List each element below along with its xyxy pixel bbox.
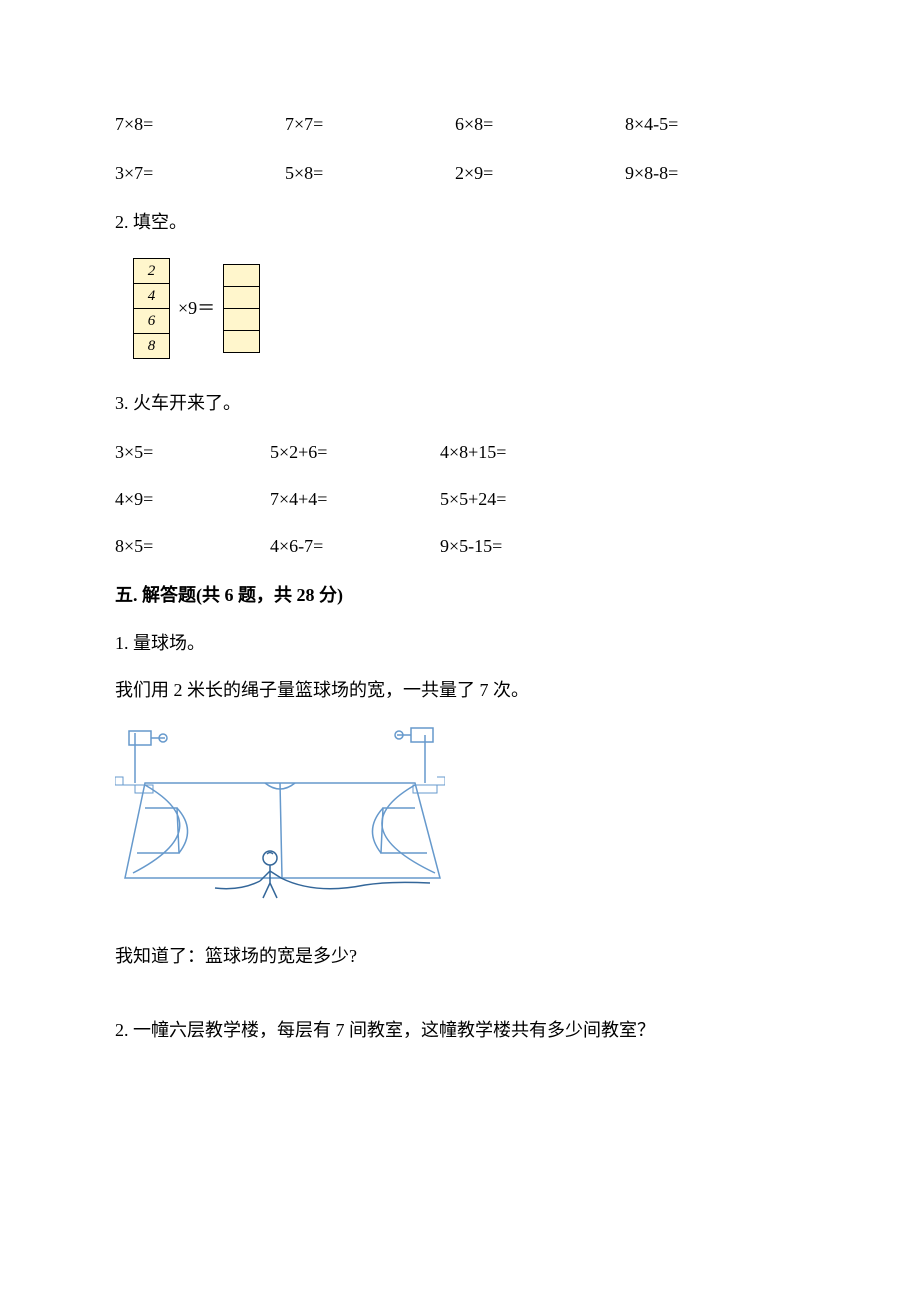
equation-cell: 9×8-8= [625,159,805,188]
fill-cell: 2 [134,259,170,284]
train-cell: 4×6-7= [270,532,440,561]
train-cell: 9×5-15= [440,532,610,561]
equation-cell: 7×7= [285,110,455,139]
equation-cell: 6×8= [455,110,625,139]
train-row: 8×5= 4×6-7= 9×5-15= [115,532,805,561]
train-cell: 5×5+24= [440,485,610,514]
fill-cell [224,265,260,287]
equation-cell: 7×8= [115,110,285,139]
fill-left-table: 2 4 6 8 [133,258,170,359]
problem-1-label: 1. 量球场。 [115,629,805,658]
train-row: 3×5= 5×2+6= 4×8+15= [115,438,805,467]
question-3-label: 3. 火车开来了。 [115,389,805,418]
basketball-court-diagram [115,723,805,912]
fill-cell [224,331,260,353]
equation-cell: 2×9= [455,159,625,188]
fill-cell: 6 [134,309,170,334]
fill-cell [224,309,260,331]
fill-blank-diagram: 2 4 6 8 ×9＝ [133,258,805,359]
problem-1-description: 我们用 2 米长的绳子量篮球场的宽，一共量了 7 次。 [115,676,805,705]
section-5-title: 五. 解答题(共 6 题，共 28 分) [115,581,805,610]
fill-operator: ×9＝ [178,294,215,323]
question-2-label: 2. 填空。 [115,208,805,237]
problem-2-label: 2. 一幢六层教学楼，每层有 7 间教室，这幢教学楼共有多少间教室？ [115,1016,805,1045]
train-row: 4×9= 7×4+4= 5×5+24= [115,485,805,514]
equation-row: 3×7= 5×8= 2×9= 9×8-8= [115,159,805,188]
fill-cell [224,287,260,309]
problem-1-question: 我知道了：篮球场的宽是多少? [115,942,805,971]
train-cell: 7×4+4= [270,485,440,514]
equation-cell: 8×4-5= [625,110,805,139]
train-cell: 3×5= [115,438,270,467]
fill-cell: 8 [134,334,170,359]
train-cell: 4×9= [115,485,270,514]
equation-row: 7×8= 7×7= 6×8= 8×4-5= [115,110,805,139]
train-cell: 8×5= [115,532,270,561]
fill-cell: 4 [134,284,170,309]
equation-cell: 5×8= [285,159,455,188]
train-cell: 5×2+6= [270,438,440,467]
equation-cell: 3×7= [115,159,285,188]
train-cell: 4×8+15= [440,438,610,467]
fill-right-table [223,264,260,353]
